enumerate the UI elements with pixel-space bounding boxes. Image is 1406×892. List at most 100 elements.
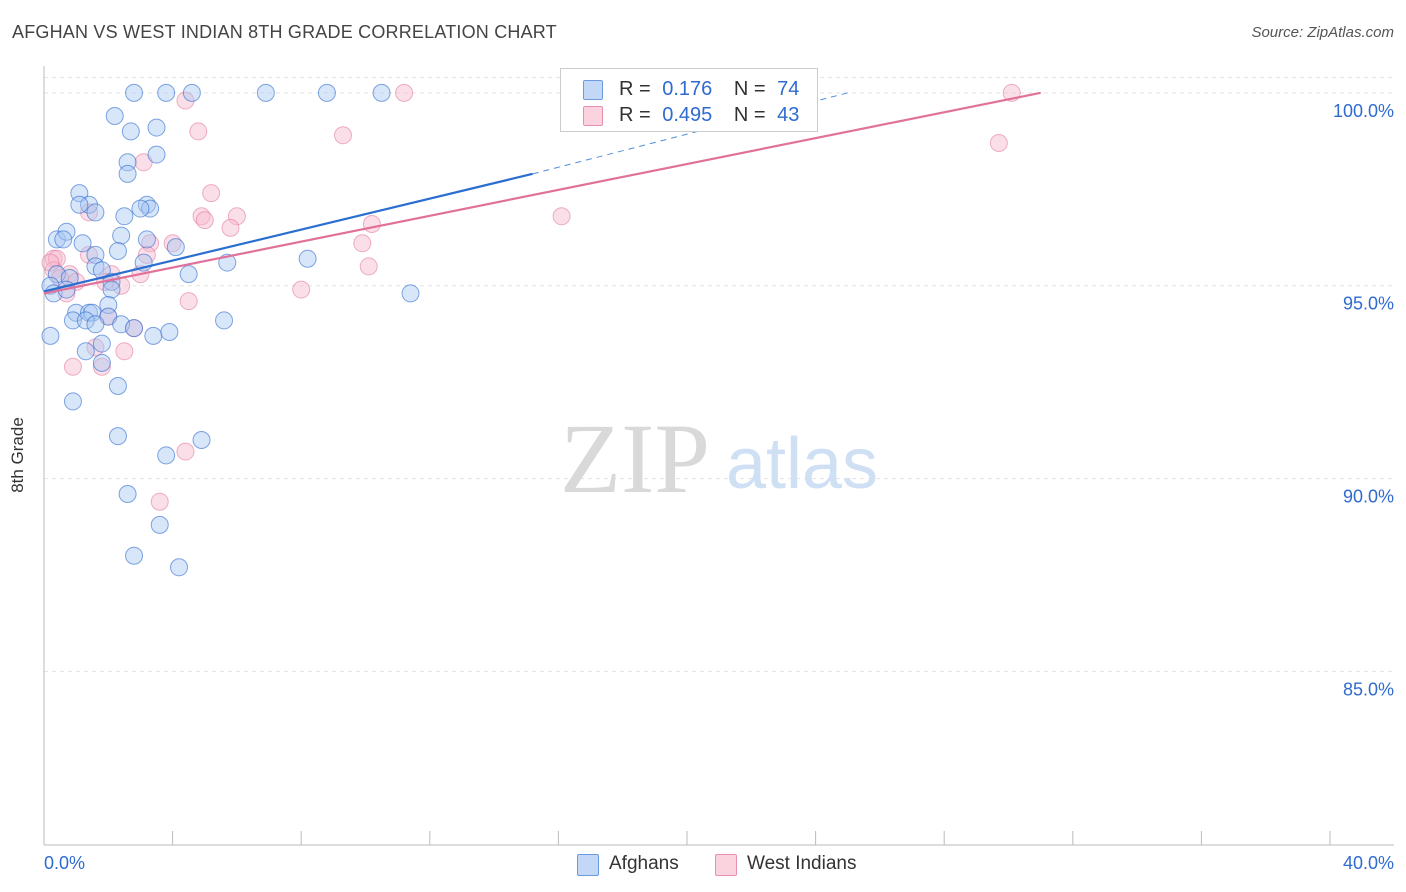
afghans-legend-label: Afghans xyxy=(609,853,679,874)
afghans-point-14 xyxy=(70,195,89,214)
west-indians-point-24 xyxy=(60,265,79,284)
west-indians-point-5 xyxy=(989,134,1008,152)
afghans-point-55 xyxy=(160,323,179,341)
afghans-point-11 xyxy=(118,164,137,183)
west-indians-legend-label: West Indians xyxy=(747,853,857,874)
west-indians-n-value: 43 xyxy=(777,104,800,126)
afghans-point-5 xyxy=(372,83,391,102)
x-tick-max: 40.0% xyxy=(1342,853,1394,873)
west-indians-point-39 xyxy=(92,357,111,376)
afghans-point-41 xyxy=(102,280,121,299)
afghans-point-8 xyxy=(147,118,166,137)
afghans-point-52 xyxy=(215,311,234,330)
afghans-point-65 xyxy=(118,485,137,503)
y-axis-label: 8th Grade xyxy=(8,417,27,493)
afghans-swatch xyxy=(583,80,603,100)
afghans-point-48 xyxy=(63,311,82,330)
afghans-points xyxy=(41,83,420,577)
afghans-point-28 xyxy=(108,242,127,260)
afghans-point-50 xyxy=(86,315,105,334)
west-indians-point-11 xyxy=(552,207,571,226)
afghans-point-37 xyxy=(179,265,198,284)
watermark-zip: ZIP xyxy=(560,403,710,514)
west-indians-point-13 xyxy=(362,215,381,233)
y-tick-label-0: 85.0% xyxy=(1343,679,1394,699)
west-indians-point-31 xyxy=(292,280,311,299)
afghans-legend-swatch xyxy=(577,854,599,876)
afghans-n-label: N = xyxy=(733,78,766,100)
afghans-trend-line xyxy=(43,172,533,293)
west-indians-point-22 xyxy=(359,257,378,276)
afghans-point-23 xyxy=(73,234,92,253)
afghans-point-0 xyxy=(125,83,144,102)
chart-title: AFGHAN VS WEST INDIAN 8TH GRADE CORRELAT… xyxy=(12,22,557,42)
afghans-point-10 xyxy=(147,145,166,164)
afghans-point-62 xyxy=(108,427,127,446)
afghans-point-57 xyxy=(92,334,111,353)
west-indians-r-label: R = xyxy=(619,104,651,126)
west-indians-point-3 xyxy=(189,122,208,141)
west-indians-legend-swatch xyxy=(715,854,737,876)
x-tick-min: 0.0% xyxy=(44,853,86,873)
west-indians-point-10 xyxy=(227,207,246,226)
afghans-point-18 xyxy=(131,199,150,218)
trend-lines xyxy=(43,91,1041,295)
afghans-n-value: 74 xyxy=(777,78,800,100)
afghans-point-1 xyxy=(157,83,176,102)
afghans-point-25 xyxy=(137,230,156,249)
west-indians-points xyxy=(41,83,1021,511)
west-indians-trend-line xyxy=(43,91,1041,295)
afghans-point-59 xyxy=(92,353,111,372)
west-indians-n-label: N = xyxy=(733,104,766,126)
stats-legend: R = 0.176 N = 74 R = 0.495 N = 43 xyxy=(560,68,818,132)
afghans-point-22 xyxy=(54,230,73,249)
afghans-point-42 xyxy=(401,284,420,303)
west-indians-swatch xyxy=(583,106,603,126)
afghans-point-20 xyxy=(47,230,66,249)
west-indians-point-4 xyxy=(333,126,352,145)
afghans-point-67 xyxy=(125,546,144,565)
afghans-point-63 xyxy=(192,431,211,449)
west-indians-point-42 xyxy=(41,253,60,272)
afghans-r-value: 0.176 xyxy=(662,78,713,100)
afghans-point-3 xyxy=(256,83,275,102)
afghans-point-53 xyxy=(125,319,144,338)
y-tick-labels: 85.0% 90.0% 95.0% 100.0% xyxy=(1333,101,1394,700)
west-indians-point-38 xyxy=(63,357,82,376)
afghans-point-7 xyxy=(121,122,140,141)
grid-lines xyxy=(44,76,1394,672)
west-indians-point-0 xyxy=(395,83,414,102)
west-indians-r-value: 0.495 xyxy=(662,104,713,126)
series-legend: Afghans West Indians xyxy=(0,852,1406,876)
west-indians-point-37 xyxy=(115,342,134,361)
west-indians-point-7 xyxy=(202,184,221,203)
west-indians-point-17 xyxy=(353,234,372,253)
afghans-point-13 xyxy=(80,195,99,214)
afghans-point-60 xyxy=(108,377,127,395)
west-indians-point-41 xyxy=(150,492,169,511)
afghans-point-66 xyxy=(150,515,169,534)
west-indians-point-14 xyxy=(221,218,240,237)
afghans-r-label: R = xyxy=(619,78,651,100)
afghans-point-26 xyxy=(166,238,185,257)
afghans-point-68 xyxy=(170,558,189,577)
afghans-point-17 xyxy=(141,199,160,218)
west-indians-point-2 xyxy=(176,91,195,110)
afghans-point-35 xyxy=(92,261,111,280)
y-tick-label-2: 95.0% xyxy=(1343,294,1394,314)
afghans-point-54 xyxy=(144,326,163,345)
afghans-point-15 xyxy=(86,203,105,222)
afghans-point-56 xyxy=(41,326,60,345)
afghans-point-58 xyxy=(76,342,95,361)
west-indians-point-40 xyxy=(176,442,195,461)
watermark: ZIP atlas xyxy=(560,403,878,514)
axes xyxy=(43,66,1394,846)
source-label: Source: ZipAtlas.com xyxy=(1251,24,1394,41)
y-tick-label-3: 100.0% xyxy=(1333,101,1394,121)
afghans-point-33 xyxy=(60,269,79,287)
afghans-point-6 xyxy=(105,107,124,125)
west-indians-point-19 xyxy=(80,245,99,264)
watermark-atlas: atlas xyxy=(726,424,878,504)
afghans-point-4 xyxy=(317,83,336,102)
